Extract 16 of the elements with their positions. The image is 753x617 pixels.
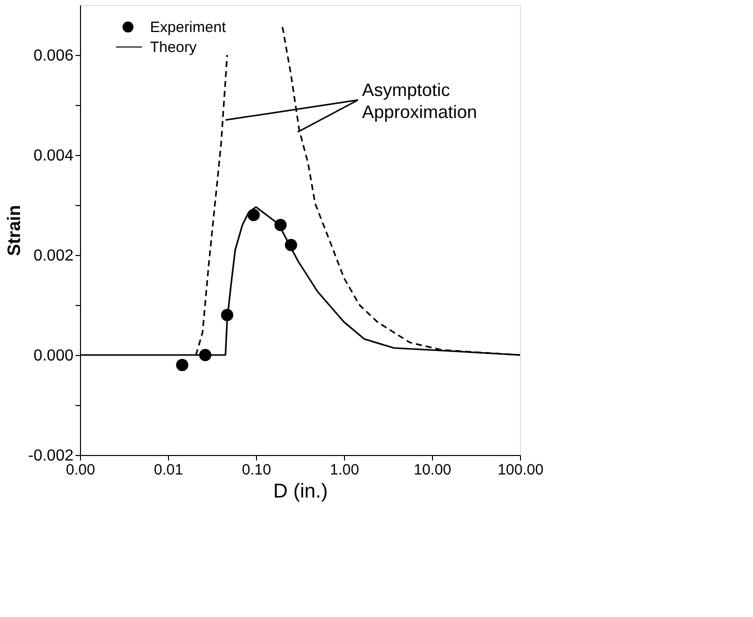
- y-tick-label: 0.006: [33, 48, 74, 64]
- y-tick-label: 0.002: [33, 248, 74, 264]
- x-tick-label: 0.01: [154, 462, 184, 478]
- y-tick-label: -0.002: [28, 448, 74, 464]
- x-axis-title: D (in.): [273, 480, 328, 502]
- y-tick-label: 0.000: [33, 348, 74, 364]
- annotation: Asymptotic Approximation: [362, 80, 478, 122]
- legend-label: Experiment: [150, 19, 227, 36]
- y-tick-label: 0.004: [33, 148, 74, 164]
- x-tick-label: 0.00: [66, 462, 96, 478]
- x-tick-label: 10.00: [414, 462, 452, 478]
- x-tick-label: 1.00: [330, 462, 360, 478]
- x-tick-label: 0.10: [242, 462, 272, 478]
- x-tick-label: 100.00: [498, 462, 544, 478]
- legend-label: Theory: [150, 39, 198, 56]
- y-axis-title: Strain: [4, 204, 24, 256]
